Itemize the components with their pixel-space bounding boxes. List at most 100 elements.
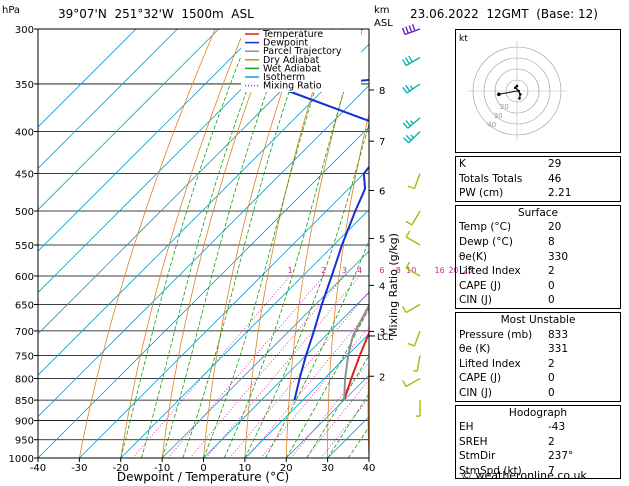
index-value: 2: [548, 357, 555, 370]
wind-barb-staff: [413, 173, 421, 189]
hodograph-ring-label: 20: [500, 103, 509, 111]
wind-barb: [402, 55, 421, 67]
asl-label: ASL: [374, 18, 393, 29]
mixing-ratio-line: [290, 361, 369, 458]
index-value: 20: [548, 221, 562, 234]
legend-label-wet_adiabat: Wet Adiabat: [263, 63, 321, 74]
mixing-ratio-label: 16: [435, 266, 445, 275]
wind-barb-staff: [411, 210, 421, 226]
index-label: CIN (J): [459, 294, 492, 307]
mixing-ratio-label: 4: [357, 266, 362, 275]
wind-barb-staff: [406, 83, 421, 94]
wind-barb: [402, 303, 421, 314]
hodograph-point: [518, 97, 521, 100]
isotherm: [38, 29, 302, 294]
index-value: 331: [548, 343, 569, 356]
wind-barb-flag: [401, 27, 406, 35]
mixing-ratio-line: [167, 275, 324, 458]
index-value: 2.21: [548, 187, 572, 200]
index-label: Totals Totals: [459, 172, 523, 185]
km-tick-label: 5: [379, 234, 385, 245]
mixing-ratio-line: [189, 275, 345, 458]
index-label: Pressure (mb): [459, 328, 533, 341]
index-row: Pressure (mb) 833: [456, 328, 620, 343]
dry-adiabat: [244, 29, 333, 458]
wind-barb-staff: [404, 28, 421, 36]
index-value: 2: [548, 265, 555, 278]
isotherm: [38, 29, 220, 211]
isotherm: [38, 29, 344, 335]
most-unstable-title: Most Unstable: [500, 313, 576, 326]
isotherm: [38, 29, 261, 252]
index-label: Lifted Index: [459, 357, 521, 370]
index-value: 330: [548, 250, 569, 263]
temperature-profile: [343, 330, 369, 401]
wind-barb: [401, 24, 421, 36]
wind-barb-flag: [405, 84, 411, 92]
dry-adiabat: [407, 29, 450, 458]
wind-barb-flag: [405, 26, 409, 34]
wind-barb-flag: [409, 85, 414, 90]
wind-barb-flag: [402, 380, 407, 387]
pressure-tick-label: 700: [15, 327, 34, 338]
wind-barb-staff: [405, 267, 421, 277]
mixing-ratio-label: 8: [396, 266, 401, 275]
dry-adiabat: [367, 350, 369, 458]
wind-barb: [413, 355, 421, 372]
pressure-tick-label: 750: [15, 351, 34, 362]
wind-barb-flag: [405, 120, 411, 127]
index-label: PW (cm): [459, 187, 504, 200]
surface-title: Surface: [517, 206, 558, 219]
pressure-tick-label: 500: [15, 207, 34, 218]
hodograph-indices: Hodograph EH -43 SREH 2 StmDir 237° StmSpd (kt…: [455, 404, 621, 480]
index-label: CAPE (J): [459, 372, 502, 385]
isotherm: [38, 85, 369, 418]
index-label: CAPE (J): [459, 279, 502, 292]
dry-adiabat: [327, 112, 369, 458]
isotherm: [161, 250, 369, 458]
wind-barb-flag: [410, 120, 414, 125]
wind-barb-flag: [402, 59, 407, 66]
index-label: θe (K): [459, 343, 491, 356]
basic-indices: K 29 Totals Totals 46 PW (cm) 2.21: [455, 156, 621, 202]
legend-label-dewpoint: Dewpoint: [263, 38, 308, 49]
wind-barb-flag: [408, 55, 413, 63]
hodograph-point: [514, 86, 517, 89]
x-axis-title: Dewpoint / Temperature (°C): [117, 470, 289, 484]
wind-barb-staff: [405, 56, 421, 67]
pressure-tick-label: 350: [15, 80, 34, 91]
isotherm: [38, 43, 369, 376]
index-label: Lifted Index: [459, 265, 521, 278]
wind-barb-flag: [403, 137, 410, 144]
temperature-tick-label: 20: [280, 463, 293, 474]
dewpoint-profile: [281, 78, 369, 401]
lcl-label: LCL: [377, 333, 393, 343]
location-title: 39°07'N 251°32'W 1500m ASL: [58, 7, 254, 21]
index-value: -43: [548, 421, 566, 434]
hodograph-ring-label: 30: [494, 112, 503, 120]
wind-barb-flag: [402, 86, 408, 94]
wind-barb-flag: [411, 24, 416, 32]
wind-barb-flag: [407, 185, 415, 190]
wind-barb: [405, 261, 421, 277]
mixing-ratio-line: [229, 290, 369, 458]
index-row: CAPE (J) 0: [456, 371, 620, 386]
wind-barb: [407, 330, 421, 347]
hodograph-point: [519, 93, 522, 96]
wet-adiabat: [161, 29, 290, 458]
isotherm: [38, 29, 178, 169]
hodograph-ring-label: 40: [487, 121, 496, 129]
legend-label-mixing_ratio: Mixing Ratio: [263, 81, 322, 92]
parcel-profile: [343, 303, 369, 401]
index-row: Dewp (°C) 8: [456, 235, 620, 250]
km-tick-label: 2: [379, 372, 385, 383]
wind-barb-flag: [402, 306, 407, 313]
wind-barb-staff: [413, 330, 421, 347]
mixing-ratio-axis-title: Mixing Ratio (g/kg): [387, 233, 400, 337]
km-tick-label: 6: [379, 186, 385, 197]
index-row: Lifted Index 2: [456, 357, 620, 372]
dry-adiabat: [79, 29, 216, 458]
temperature-tick-label: 30: [321, 463, 334, 474]
wet-adiabat: [141, 29, 271, 458]
